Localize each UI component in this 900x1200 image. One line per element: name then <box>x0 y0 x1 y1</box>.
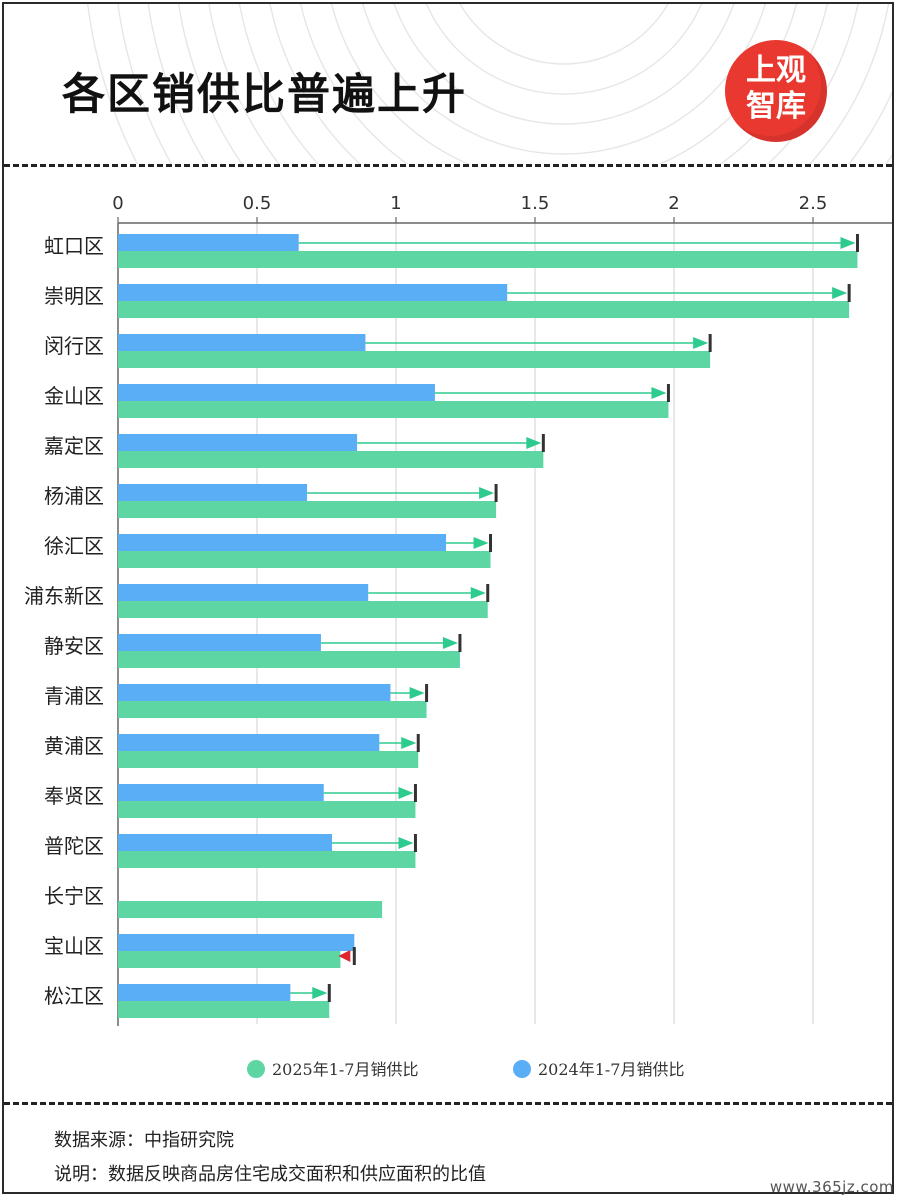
x-tick-label: 1.5 <box>521 193 550 214</box>
bottom-divider <box>4 1102 892 1105</box>
category-label: 嘉定区 <box>44 434 104 458</box>
bar-2024 <box>118 284 508 301</box>
category-label: 闵行区 <box>44 334 104 358</box>
legend-label: 2025年1-7月销供比 <box>272 1060 419 1079</box>
bar-2025 <box>118 451 544 468</box>
change-arrowhead <box>479 487 495 499</box>
category-label: 松江区 <box>44 984 104 1008</box>
change-arrowhead <box>693 337 709 349</box>
change-arrowhead <box>470 587 486 599</box>
change-arrowhead <box>409 687 425 699</box>
category-label: 青浦区 <box>44 684 104 708</box>
page-title: 各区销供比普遍上升 <box>62 70 467 120</box>
change-arrowhead <box>398 787 414 799</box>
bar-2025 <box>118 501 497 518</box>
bar-2025 <box>118 551 491 568</box>
bar-2024 <box>118 684 391 701</box>
category-label: 长宁区 <box>44 884 104 908</box>
watermark: www.365jz.com <box>769 1178 894 1196</box>
bar-2025 <box>118 701 427 718</box>
change-arrowhead <box>312 987 328 999</box>
logo-text-line2: 智库 <box>746 89 806 124</box>
change-arrowhead <box>398 837 414 849</box>
bar-2024 <box>118 384 435 401</box>
category-label: 杨浦区 <box>44 484 104 508</box>
header: 各区销供比普遍上升 上观 智库 <box>4 4 892 164</box>
bar-2025 <box>118 651 460 668</box>
bar-2024 <box>118 984 291 1001</box>
bar-2025 <box>118 401 669 418</box>
bar-2025 <box>118 901 383 918</box>
change-arrowhead <box>338 950 351 962</box>
bar-2024 <box>118 484 308 501</box>
bar-2025 <box>118 1001 330 1018</box>
x-tick-label: 2.5 <box>799 193 828 214</box>
bar-2024 <box>118 234 299 251</box>
bar-2024 <box>118 534 447 551</box>
x-tick-label: 1 <box>390 193 401 214</box>
bar-2025 <box>118 301 850 318</box>
category-label: 宝山区 <box>44 934 104 958</box>
x-tick-label: 0.5 <box>243 193 272 214</box>
category-label: 徐汇区 <box>44 534 104 558</box>
bar-2025 <box>118 751 419 768</box>
bar-2025 <box>118 601 488 618</box>
category-label: 黄浦区 <box>44 734 104 758</box>
bar-2025 <box>118 251 858 268</box>
bar-2024 <box>118 584 369 601</box>
legend-swatch <box>513 1060 531 1078</box>
bar-2024 <box>118 434 358 451</box>
brand-logo: 上观 智库 <box>725 40 827 142</box>
category-label: 普陀区 <box>44 834 104 858</box>
bar-2025 <box>118 851 416 868</box>
bar-2024 <box>118 334 366 351</box>
x-tick-label: 2 <box>668 193 679 214</box>
legend-label: 2024年1-7月销供比 <box>538 1060 685 1079</box>
category-label: 金山区 <box>44 384 104 408</box>
x-tick-label: 0 <box>112 193 123 214</box>
bar-2024 <box>118 934 355 951</box>
change-arrowhead <box>651 387 667 399</box>
bar-2024 <box>118 784 324 801</box>
change-arrowhead <box>442 637 458 649</box>
category-label: 浦东新区 <box>24 584 104 608</box>
category-label: 奉贤区 <box>44 784 104 808</box>
category-label: 虹口区 <box>44 234 104 258</box>
bar-2024 <box>118 734 380 751</box>
bar-chart: 0 0.5 1 1.5 2 2.5 虹口区崇明区闵行区金山区嘉定区杨浦区徐汇区浦东新区静安区… <box>24 193 892 1079</box>
bar-2025 <box>118 351 711 368</box>
data-source: 数据来源：中指研究院 <box>54 1130 234 1151</box>
bar-2024 <box>118 834 333 851</box>
top-divider <box>4 164 892 167</box>
category-label: 静安区 <box>44 634 104 658</box>
change-arrowhead <box>832 287 848 299</box>
decorative-arcs <box>87 4 892 164</box>
bar-2024 <box>118 634 321 651</box>
bar-2025 <box>118 801 416 818</box>
category-label: 崇明区 <box>44 284 104 308</box>
logo-text-line1: 上观 <box>746 53 806 88</box>
change-arrowhead <box>473 537 489 549</box>
change-arrowhead <box>840 237 856 249</box>
footnote: 说明：数据反映商品房住宅成交面积和供应面积的比值 <box>54 1164 486 1185</box>
legend-swatch <box>247 1060 265 1078</box>
change-arrowhead <box>401 737 417 749</box>
change-arrowhead <box>526 437 542 449</box>
bar-2025 <box>118 951 341 968</box>
